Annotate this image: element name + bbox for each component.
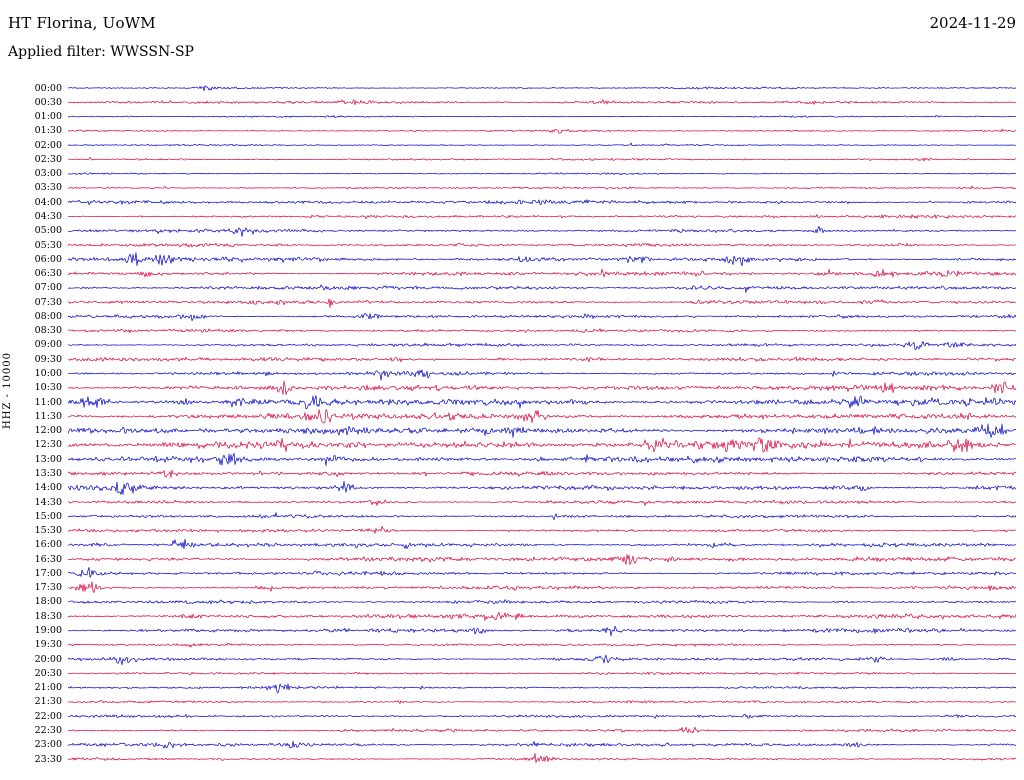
time-label: 12:00 — [34, 425, 62, 437]
time-label: 04:30 — [34, 210, 62, 222]
applied-filter-label: Applied filter: WWSSN-SP — [8, 44, 194, 60]
time-label: 09:30 — [34, 353, 62, 365]
time-label: 21:30 — [34, 696, 62, 708]
station-title: HT Florina, UoWM — [8, 14, 156, 32]
time-label: 19:00 — [34, 625, 62, 637]
time-label: 01:00 — [34, 111, 62, 123]
time-label: 14:30 — [34, 496, 62, 508]
time-label: 06:00 — [34, 253, 62, 265]
time-label: 15:30 — [34, 525, 62, 537]
time-label: 00:00 — [34, 82, 62, 94]
time-label: 19:30 — [34, 639, 62, 651]
time-label: 05:30 — [34, 239, 62, 251]
time-label: 01:30 — [34, 125, 62, 137]
time-label: 02:30 — [34, 153, 62, 165]
time-label: 16:00 — [34, 539, 62, 551]
time-label: 07:30 — [34, 296, 62, 308]
time-label: 18:00 — [34, 596, 62, 608]
time-label: 22:00 — [34, 710, 62, 722]
time-label: 03:30 — [34, 182, 62, 194]
time-label: 03:00 — [34, 168, 62, 180]
time-label: 11:00 — [34, 396, 62, 408]
time-label: 11:30 — [34, 410, 62, 422]
seismogram-traces-canvas — [68, 80, 1016, 772]
time-label: 10:00 — [34, 368, 62, 380]
record-date: 2024-11-29 — [929, 14, 1016, 32]
time-label: 17:30 — [34, 582, 62, 594]
time-label: 02:00 — [34, 139, 62, 151]
time-label: 10:30 — [34, 382, 62, 394]
time-label: 17:00 — [34, 567, 62, 579]
time-label: 23:30 — [34, 753, 62, 765]
time-label: 07:00 — [34, 282, 62, 294]
time-label: 13:00 — [34, 453, 62, 465]
time-label: 12:30 — [34, 439, 62, 451]
time-label: 08:00 — [34, 310, 62, 322]
time-label: 06:30 — [34, 268, 62, 280]
time-label: 18:30 — [34, 610, 62, 622]
time-label: 20:30 — [34, 667, 62, 679]
time-label: 04:00 — [34, 196, 62, 208]
time-label: 14:00 — [34, 482, 62, 494]
time-label: 09:00 — [34, 339, 62, 351]
time-label: 08:30 — [34, 325, 62, 337]
time-label: 00:30 — [34, 96, 62, 108]
time-label: 23:00 — [34, 739, 62, 751]
time-label: 21:00 — [34, 682, 62, 694]
time-label: 22:30 — [34, 724, 62, 736]
time-label: 13:30 — [34, 467, 62, 479]
time-label: 05:00 — [34, 225, 62, 237]
time-label: 15:00 — [34, 510, 62, 522]
time-label: 16:30 — [34, 553, 62, 565]
time-label: 20:00 — [34, 653, 62, 665]
